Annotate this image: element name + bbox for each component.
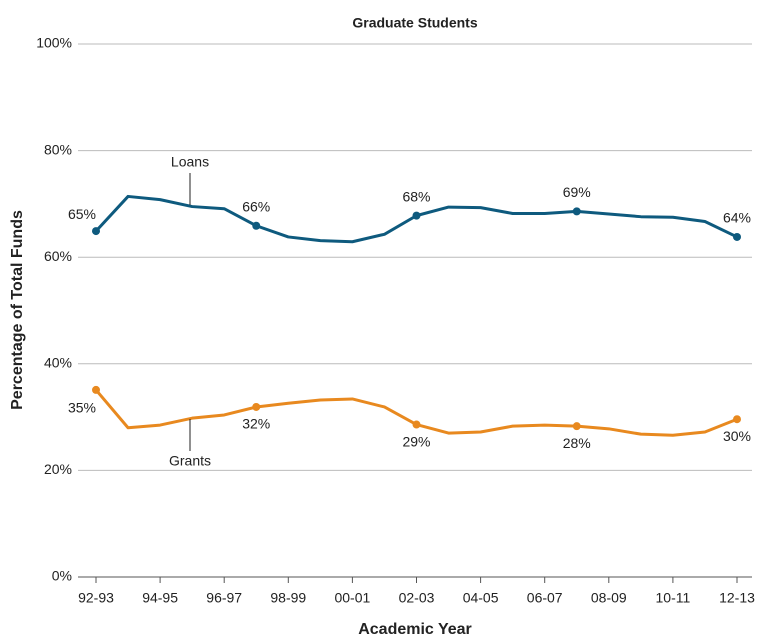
x-tick-label: 02-03 — [399, 590, 435, 606]
chart-title: Graduate Students — [352, 15, 477, 31]
x-tick-label: 04-05 — [463, 590, 499, 606]
data-point — [92, 227, 100, 236]
data-label: 30% — [723, 428, 751, 444]
data-point — [92, 385, 100, 394]
data-point — [572, 422, 581, 431]
data-label: 35% — [68, 400, 96, 416]
y-tick-label: 40% — [44, 355, 72, 371]
x-tick-label: 94-95 — [142, 590, 178, 606]
x-tick-label: 98-99 — [270, 590, 306, 606]
x-tick-label: 92-93 — [78, 590, 114, 606]
y-tick-label: 80% — [44, 141, 72, 157]
data-point — [733, 232, 741, 241]
data-point — [412, 420, 421, 429]
y-axis-label: Percentage of Total Funds — [9, 210, 26, 410]
data-label: 32% — [242, 416, 270, 432]
y-tick-label: 20% — [44, 461, 72, 477]
legend-label: Grants — [169, 453, 211, 469]
data-label: 65% — [68, 206, 96, 222]
y-tick-label: 0% — [52, 568, 72, 584]
data-label: 68% — [402, 188, 430, 204]
y-tick-label: 100% — [36, 35, 72, 51]
data-label: 66% — [242, 198, 270, 214]
x-tick-label: 06-07 — [527, 590, 563, 606]
x-tick-label: 08-09 — [591, 590, 627, 606]
legend-label: Loans — [171, 154, 209, 170]
x-axis-label: Academic Year — [358, 621, 472, 638]
y-tick-label: 60% — [44, 248, 72, 264]
x-tick-label: 12-13 — [719, 590, 755, 606]
data-label: 28% — [563, 435, 591, 451]
data-point — [733, 415, 741, 424]
data-point — [572, 207, 581, 216]
x-tick-label: 00-01 — [334, 590, 370, 606]
data-label: 64% — [723, 210, 751, 226]
x-tick-label: 10-11 — [656, 590, 691, 606]
data-label: 29% — [402, 433, 430, 449]
data-point — [252, 402, 261, 411]
data-point — [412, 211, 421, 220]
data-point — [252, 221, 261, 230]
x-tick-label: 96-97 — [206, 590, 242, 606]
data-label: 69% — [563, 184, 591, 200]
